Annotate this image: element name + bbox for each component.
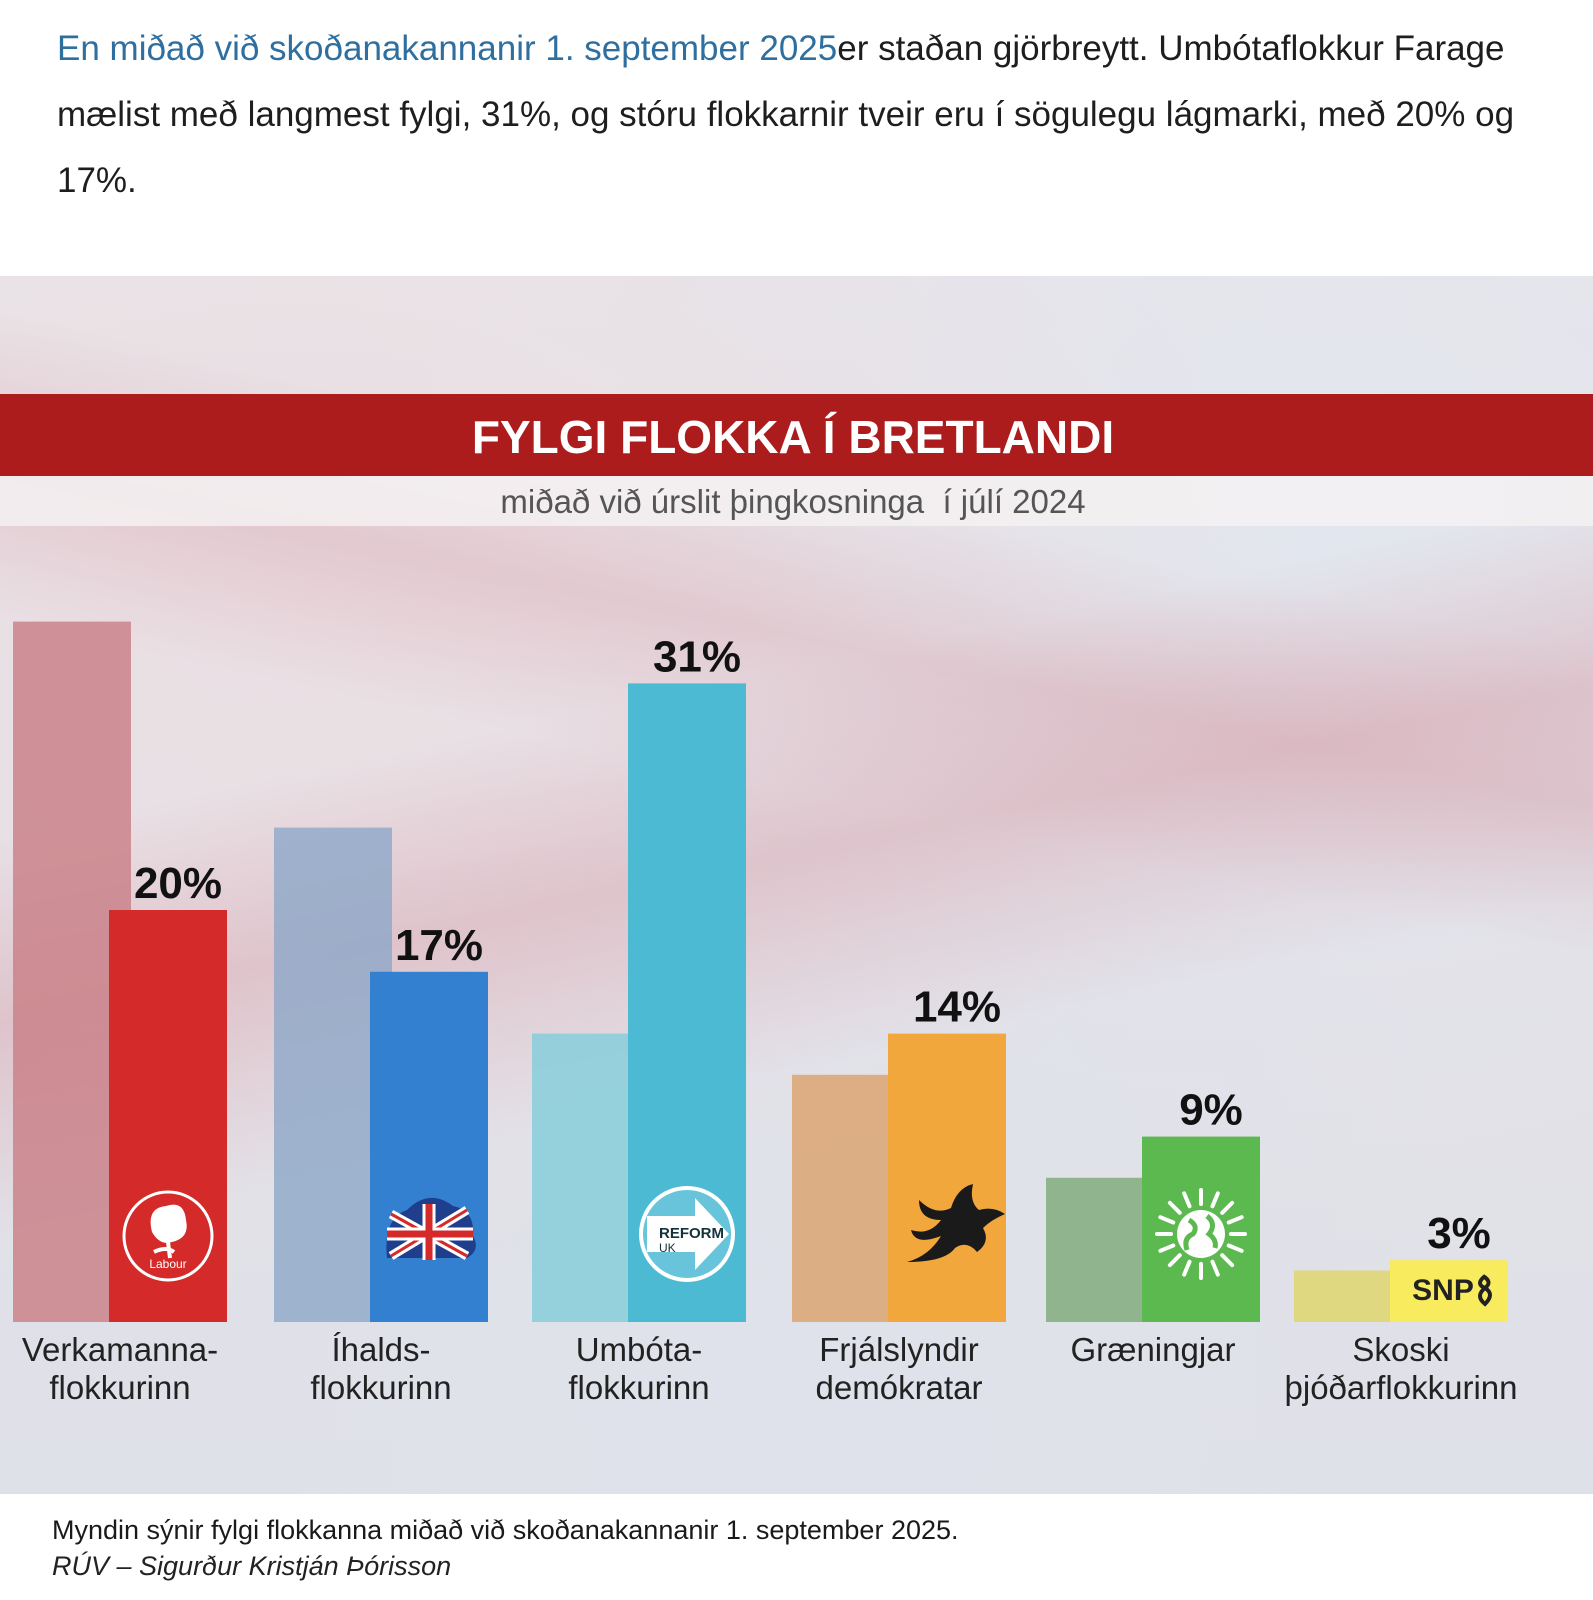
intro-paragraph: En miðað við skoðanakannanir 1. septembe…	[57, 16, 1537, 214]
reform-uk-text: UK	[659, 1241, 676, 1255]
category-label-2-0: Umbóta-	[576, 1331, 703, 1368]
intro-link[interactable]: En miðað við skoðanakannanir 1. septembe…	[57, 29, 838, 68]
labour-rose-stem	[153, 1241, 176, 1259]
data-label-3: 14%	[913, 983, 1001, 1032]
poll-graphic: FYLGI FLOKKA Í BRETLANDI miðað við úrsli…	[0, 276, 1593, 1494]
lib-dem-bird-icon	[907, 1184, 1005, 1262]
data-label-4: 9%	[1179, 1086, 1243, 1135]
green-earth-land	[1183, 1214, 1218, 1251]
category-label-5-0: Skoski	[1352, 1331, 1449, 1368]
category-label-3-1: demókratar	[816, 1369, 983, 1406]
bar-current-2	[628, 683, 746, 1322]
caption-text: Myndin sýnir fylgi flokkanna miðað við s…	[52, 1515, 959, 1545]
bars-layer: 20% Verkamanna-flokkurinn Labour 17% Íhalds-…	[13, 621, 1518, 1406]
green-leaf-11	[1182, 1191, 1192, 1209]
bar-chart: FYLGI FLOKKA Í BRETLANDI miðað við úrsli…	[0, 394, 1593, 1406]
green-leaf-9	[1158, 1215, 1176, 1225]
intro-text: er staðan gjörbreytt. Umbótaflokkur Fara…	[57, 29, 1515, 200]
category-label-0-0: Verkamanna-	[22, 1331, 218, 1368]
labour-rose-icon: Labour	[122, 1190, 214, 1282]
green-leaf-7	[1158, 1243, 1176, 1253]
flag-cross-red	[387, 1204, 473, 1260]
green-earth-globe	[1177, 1210, 1225, 1258]
category-label-0-1: flokkurinn	[49, 1369, 190, 1406]
green-leaf-3	[1210, 1259, 1220, 1277]
category-label-3-0: Frjálslyndir	[819, 1331, 979, 1368]
green-leaf-13	[1210, 1191, 1220, 1209]
chart-title: FYLGI FLOKKA Í BRETLANDI	[472, 411, 1114, 463]
snp-icon: SNP	[1412, 1274, 1492, 1307]
snp-text: SNP	[1412, 1274, 1474, 1307]
category-label-2-1: flokkurinn	[568, 1369, 709, 1406]
green-leaf-10	[1167, 1200, 1182, 1215]
green-earth-icon	[1155, 1188, 1247, 1280]
green-leaf-6	[1167, 1253, 1182, 1268]
title-band	[0, 394, 1593, 476]
category-label-1-1: flokkurinn	[310, 1369, 451, 1406]
green-leaf-15	[1226, 1215, 1244, 1225]
labour-text: Labour	[149, 1257, 186, 1271]
union-flag-tree-icon	[386, 1197, 476, 1260]
chart-subtitle: miðað við úrslit þingkosninga í júlí 202…	[500, 483, 1085, 520]
green-leaf-14	[1220, 1200, 1235, 1215]
lib-dem-bird	[907, 1184, 1005, 1262]
snp-loop-icon	[1478, 1274, 1492, 1307]
bar-current-3	[888, 1033, 1006, 1322]
category-label-4-0: Græningjar	[1070, 1331, 1235, 1368]
figure-caption: Myndin sýnir fylgi flokkanna miðað við s…	[52, 1512, 959, 1584]
bar-current-1	[370, 971, 488, 1322]
data-label-5: 3%	[1427, 1209, 1491, 1258]
reform-arrow	[647, 1198, 729, 1270]
data-label-2: 31%	[653, 632, 741, 681]
green-leaf-1	[1226, 1243, 1244, 1253]
category-label-5-1: þjóðarflokkurinn	[1285, 1369, 1518, 1406]
subtitle-band	[0, 476, 1593, 526]
data-label-1: 17%	[395, 921, 483, 970]
green-leaf-2	[1220, 1253, 1235, 1268]
caption-credit: RÚV – Sigurður Kristján Þórisson	[52, 1551, 452, 1581]
labour-ring	[122, 1190, 214, 1282]
labour-rose-head	[150, 1204, 187, 1243]
reform-text: REFORM	[659, 1225, 724, 1242]
data-label-0: 20%	[134, 859, 222, 908]
green-leaf-5	[1182, 1259, 1192, 1277]
category-label-1-0: Íhalds-	[331, 1331, 430, 1368]
